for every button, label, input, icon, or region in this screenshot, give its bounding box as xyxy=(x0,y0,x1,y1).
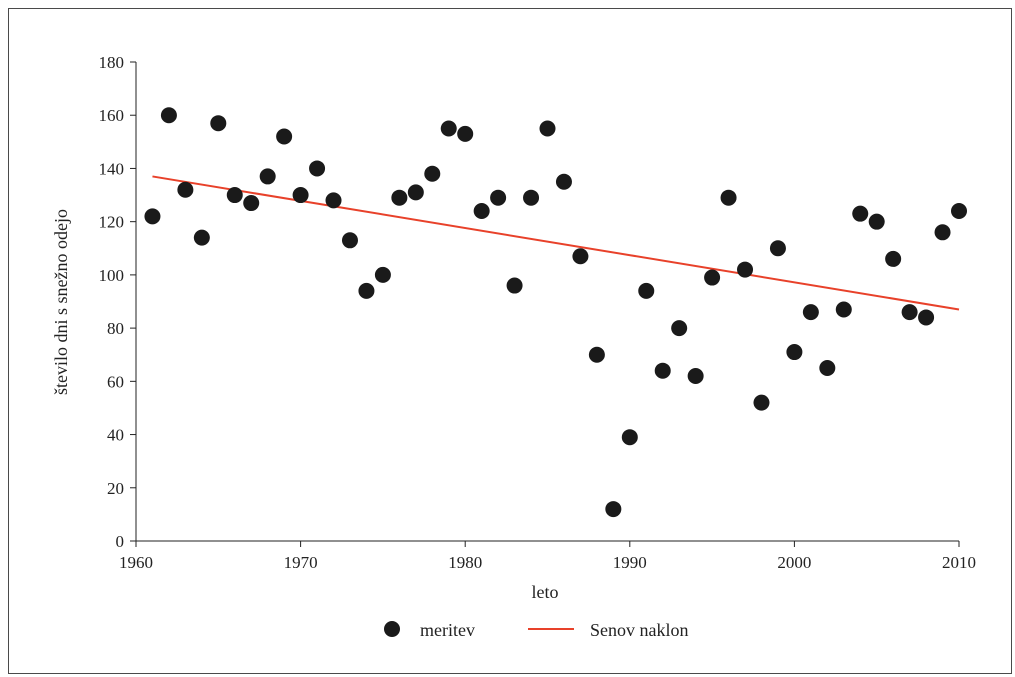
y-tick-label: 40 xyxy=(107,426,124,445)
data-point xyxy=(424,165,441,182)
legend-label-measurement: meritev xyxy=(420,620,475,640)
data-point xyxy=(539,120,556,137)
data-point xyxy=(819,360,836,377)
data-point xyxy=(341,232,358,249)
y-axis-title: število dni s snežno odejo xyxy=(51,209,71,395)
data-point xyxy=(786,344,803,361)
legend-label-trend: Senov naklon xyxy=(590,620,689,640)
data-point xyxy=(276,128,293,145)
data-point xyxy=(358,282,375,299)
data-point xyxy=(951,203,967,220)
data-point xyxy=(654,362,671,379)
trend-series xyxy=(152,175,960,311)
data-point xyxy=(506,277,523,294)
y-tick-label: 0 xyxy=(116,532,125,551)
data-point xyxy=(852,205,869,222)
legend-marker-measurement xyxy=(384,621,400,637)
data-point xyxy=(309,160,326,177)
data-point xyxy=(802,304,819,321)
measurement-series xyxy=(144,107,967,518)
data-point xyxy=(704,269,721,286)
data-point xyxy=(769,240,786,257)
y-tick-label: 160 xyxy=(99,106,125,125)
x-tick-label: 1970 xyxy=(284,553,318,572)
data-point xyxy=(457,125,474,142)
x-ticks: 1960 1970 1980 1990 2000 2010 xyxy=(119,541,976,572)
y-ticks: 0 20 40 60 80 100 120 140 160 180 xyxy=(99,53,136,551)
data-point xyxy=(243,195,260,212)
y-tick-label: 20 xyxy=(107,479,124,498)
data-point xyxy=(490,189,507,206)
data-point xyxy=(605,501,622,518)
x-tick-label: 2010 xyxy=(942,553,976,572)
y-tick-label: 100 xyxy=(99,266,125,285)
data-point xyxy=(868,213,885,230)
data-point xyxy=(934,224,951,241)
data-point xyxy=(160,107,177,124)
data-point xyxy=(391,189,408,206)
data-point xyxy=(555,173,572,190)
y-tick-label: 180 xyxy=(99,53,125,72)
data-point xyxy=(374,266,391,283)
data-point xyxy=(292,187,309,204)
data-point xyxy=(325,192,342,209)
data-point xyxy=(588,346,605,363)
x-axis-title: leto xyxy=(532,582,559,602)
x-tick-label: 1990 xyxy=(613,553,647,572)
data-point xyxy=(687,368,704,385)
y-tick-label: 60 xyxy=(107,372,124,391)
data-point xyxy=(737,261,754,278)
data-point xyxy=(671,320,688,337)
data-point xyxy=(918,309,935,326)
data-point xyxy=(753,394,770,411)
data-point xyxy=(440,120,457,137)
data-point xyxy=(226,187,243,204)
data-point xyxy=(177,181,194,198)
legend: meritev Senov naklon xyxy=(384,620,689,640)
data-point xyxy=(638,282,655,299)
data-point xyxy=(193,229,210,246)
data-point xyxy=(210,115,227,132)
data-point xyxy=(523,189,540,206)
data-point xyxy=(473,203,490,220)
data-point xyxy=(621,429,638,446)
data-point xyxy=(259,168,276,185)
axes xyxy=(135,62,959,542)
trend-line xyxy=(152,175,960,311)
y-tick-label: 120 xyxy=(99,213,125,232)
x-tick-label: 2000 xyxy=(777,553,811,572)
data-point xyxy=(144,208,161,225)
y-tick-label: 140 xyxy=(99,159,125,178)
x-tick-label: 1980 xyxy=(448,553,482,572)
data-point xyxy=(885,250,902,267)
data-point xyxy=(901,304,918,321)
data-point xyxy=(835,301,852,318)
data-point xyxy=(720,189,737,206)
x-tick-label: 1960 xyxy=(119,553,153,572)
y-tick-label: 80 xyxy=(107,319,124,338)
chart-frame xyxy=(8,8,1012,674)
data-point xyxy=(572,248,589,265)
data-point xyxy=(407,184,424,201)
